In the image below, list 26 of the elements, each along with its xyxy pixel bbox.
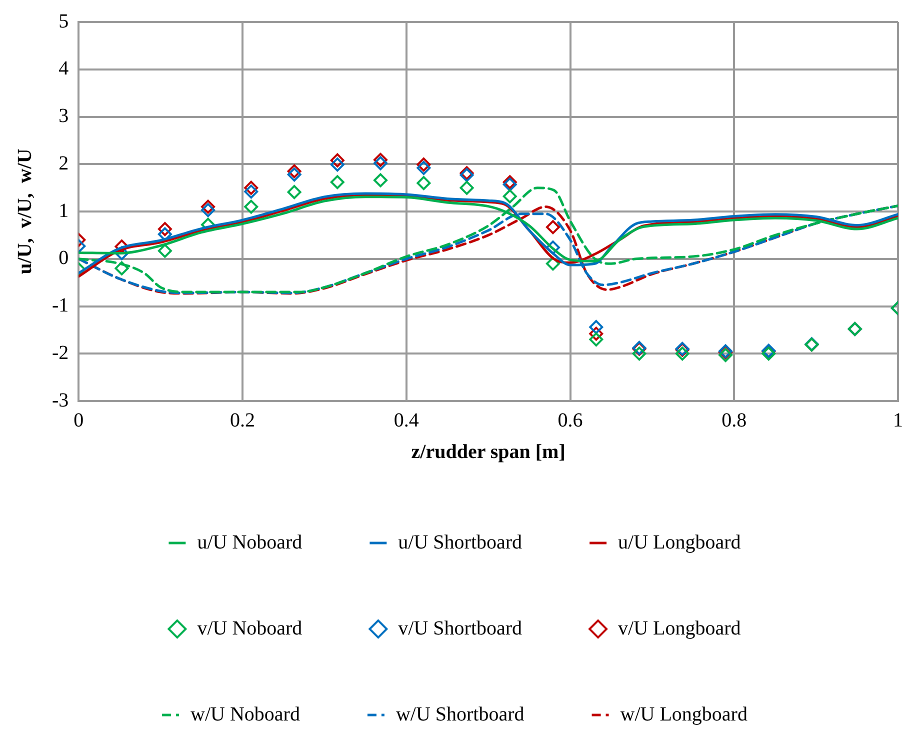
legend-label: w/U Noboard	[190, 703, 300, 726]
y-tick-label: 4	[58, 58, 69, 80]
legend-label: w/U Shortboard	[396, 703, 524, 726]
x-axis-title: z/rudder span [m]	[411, 441, 566, 464]
legend-label: v/U Noboard	[197, 617, 302, 640]
y-tick-label: -1	[52, 294, 69, 316]
y-tick-label: -2	[52, 342, 69, 364]
y-axis-title: u/U, v/U, w/U	[14, 148, 36, 274]
x-tick-label: 0.2	[230, 409, 256, 432]
y-tick-label: 5	[58, 10, 69, 32]
legend-label: v/U Longboard	[618, 617, 741, 640]
legend-label: u/U Noboard	[197, 531, 302, 554]
legend-label: w/U Longboard	[620, 703, 748, 726]
y-tick-label: 1	[58, 200, 69, 222]
x-tick-label: 0	[74, 409, 84, 432]
x-tick-label: 0.8	[722, 409, 747, 432]
y-tick-label: -3	[52, 389, 69, 412]
y-tick-label: 3	[58, 105, 69, 127]
x-tick-label: 0.6	[558, 409, 583, 432]
x-tick-label: 0.4	[394, 409, 419, 432]
x-tick-label: 1	[893, 409, 903, 432]
legend-label: u/U Shortboard	[398, 531, 522, 554]
legend-label: v/U Shortboard	[398, 617, 522, 640]
y-tick-label: 2	[58, 152, 69, 174]
legend-label: u/U Longboard	[618, 531, 741, 554]
y-tick-label: 0	[58, 247, 69, 270]
